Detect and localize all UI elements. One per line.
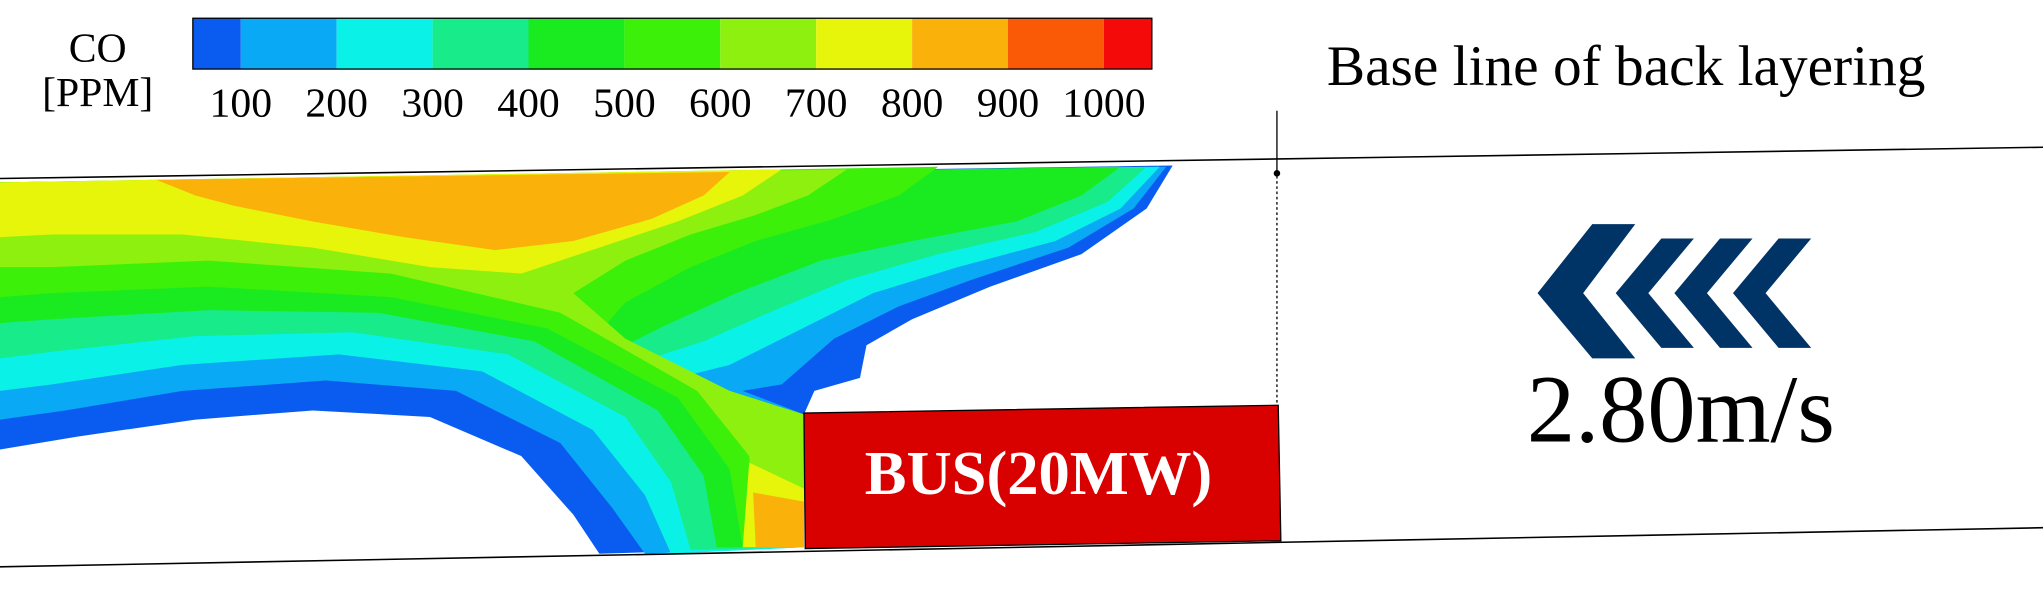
velocity: 2.80m/s <box>1527 356 1835 463</box>
colorbar-segment <box>192 18 241 70</box>
colorbar-segment <box>240 18 337 70</box>
colorbar-tick-label: 700 <box>785 80 848 126</box>
colorbar-tick-label: 1000 <box>1062 80 1145 126</box>
colorbar-segment <box>1103 18 1152 70</box>
colorbar-segment <box>1008 18 1104 70</box>
colorbar-segment <box>720 18 817 70</box>
legend-title: CO <box>69 26 127 72</box>
colorbar-segment <box>816 18 913 70</box>
colorbar-tick-label: 900 <box>977 80 1040 126</box>
contour-900 <box>156 171 804 548</box>
colorbar-segment <box>336 18 433 70</box>
contour-800 <box>0 169 804 548</box>
bus-label: BUS(20MW) <box>865 438 1212 508</box>
baseline-dot <box>1273 170 1281 177</box>
bus <box>803 404 1282 550</box>
colorbar-segment <box>528 18 625 70</box>
tunnel-ceiling <box>0 146 2043 180</box>
colorbar-segment <box>912 18 1009 70</box>
co-contour <box>0 165 1173 554</box>
colorbar-tick-label: 500 <box>593 80 656 126</box>
colorbar-tick-label: 800 <box>881 80 944 126</box>
colorbar-tick-label: 200 <box>305 80 368 126</box>
airflow-arrow <box>1537 224 1812 359</box>
colorbar-tick-label: 100 <box>210 80 273 126</box>
scene: BUS(20MW) Base line of back layering 2.8… <box>0 17 2043 568</box>
legend-unit: [PPM] <box>42 70 153 116</box>
colorbar-tick-label: 600 <box>689 80 752 126</box>
colorbar-segment <box>624 18 721 70</box>
tunnel-floor <box>0 526 2043 568</box>
colorbar-tick-label: 400 <box>497 80 560 126</box>
annotation: Base line of back layering <box>1327 35 1926 98</box>
colorbar-tick-label: 300 <box>401 80 464 126</box>
colorbar-segment <box>432 18 529 70</box>
colorbar: 100 200 300 400 500 600 700 800 900 1000 <box>192 17 1153 126</box>
colorbar-frame <box>192 17 1153 70</box>
